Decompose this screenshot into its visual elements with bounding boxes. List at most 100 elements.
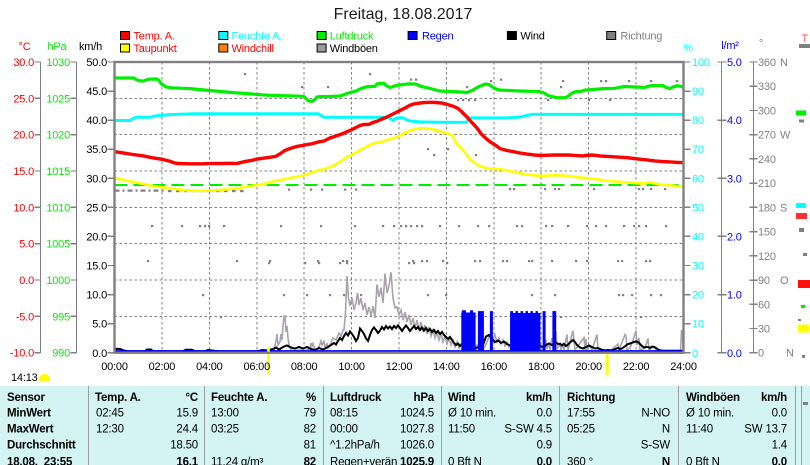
svg-text:W: W [780,130,791,142]
svg-text:1030: 1030 [46,57,70,69]
svg-text:15.0: 15.0 [13,166,34,178]
svg-text:17:55: 17:55 [567,408,595,420]
svg-text:18.08. 23:55: 18.08. 23:55 [7,457,73,465]
svg-text:995: 995 [52,311,70,323]
svg-text:70: 70 [692,144,704,156]
svg-text:1.0: 1.0 [727,290,742,302]
svg-text:%: % [306,392,316,404]
svg-text:40.0: 40.0 [86,115,107,127]
svg-text:S-SW: S-SW [641,440,671,452]
svg-text:15.0: 15.0 [86,261,107,273]
svg-text:°C: °C [185,392,198,404]
svg-text:0.0: 0.0 [537,457,552,465]
svg-text:330: 330 [758,81,776,93]
svg-text:10:00: 10:00 [338,361,365,373]
svg-text:210: 210 [758,178,776,190]
svg-text:22:00: 22:00 [623,361,650,373]
svg-text:60: 60 [758,299,770,311]
svg-text:1026.0: 1026.0 [400,440,434,452]
svg-text:MaxWert: MaxWert [7,424,54,436]
svg-text:hPa: hPa [414,392,435,404]
svg-text:Windböen: Windböen [330,43,378,55]
svg-text:km/h: km/h [79,41,102,53]
svg-text:Freitag, 18.08.2017: Freitag, 18.08.2017 [334,6,473,23]
svg-text:1000: 1000 [46,275,70,287]
svg-text:Durchschnitt: Durchschnitt [7,440,76,452]
svg-text:Taupunkt: Taupunkt [134,43,177,55]
svg-text:5.0: 5.0 [727,57,742,69]
svg-text:240: 240 [758,154,776,166]
svg-text:S: S [780,202,787,214]
svg-text:30: 30 [758,324,770,336]
svg-text:05:25: 05:25 [567,424,595,436]
svg-text:02:45: 02:45 [96,408,124,420]
svg-text:T: T [802,33,809,45]
svg-text:81: 81 [304,440,316,452]
svg-text:0: 0 [758,348,764,360]
svg-text:50: 50 [692,202,704,214]
svg-text:^1.2hPa/h: ^1.2hPa/h [330,440,380,452]
svg-text:12:30: 12:30 [96,424,124,436]
svg-text:Sensor: Sensor [7,392,46,404]
svg-text:11.24 g/m³: 11.24 g/m³ [211,457,263,465]
svg-text:Windchill: Windchill [232,43,274,55]
svg-text:02:00: 02:00 [149,361,176,373]
svg-text:360 °: 360 ° [567,457,593,465]
svg-text:Windböen: Windböen [686,392,740,404]
svg-text:1025.9: 1025.9 [400,457,434,465]
svg-text:-10.0: -10.0 [10,348,34,360]
svg-text:40: 40 [692,231,704,243]
svg-text:3.0: 3.0 [727,173,742,185]
svg-text:90: 90 [758,275,770,287]
svg-text:Regen: Regen [422,31,453,43]
svg-text:30.0: 30.0 [13,57,34,69]
svg-text:Richtung: Richtung [567,392,615,404]
svg-text:82: 82 [304,457,316,465]
svg-text:04:00: 04:00 [196,361,223,373]
svg-text:5.0: 5.0 [92,319,107,331]
svg-text:10.0: 10.0 [13,202,34,214]
svg-text:Wind: Wind [520,31,544,43]
svg-text:18:00: 18:00 [528,361,555,373]
svg-text:0: 0 [692,348,698,360]
svg-text:35.0: 35.0 [86,144,107,156]
svg-text:0.0: 0.0 [19,275,34,287]
svg-text:45.0: 45.0 [86,86,107,98]
svg-text:0.0: 0.0 [772,408,787,420]
svg-text:%: % [683,43,693,55]
svg-text:10.0: 10.0 [86,290,107,302]
svg-text:-5.0: -5.0 [16,311,34,323]
svg-text:MinWert: MinWert [7,408,51,420]
svg-text:1020: 1020 [46,130,70,142]
svg-text:0.0: 0.0 [537,408,552,420]
svg-text:79: 79 [304,408,316,420]
svg-text:°: ° [759,38,763,50]
svg-text:Feuchte A.: Feuchte A. [232,31,283,43]
svg-text:1025: 1025 [46,93,70,105]
svg-text:0.0: 0.0 [772,457,787,465]
svg-text:13:00: 13:00 [211,408,239,420]
svg-text:0.0: 0.0 [727,348,742,360]
svg-text:25.0: 25.0 [86,202,107,214]
svg-text:Feuchte A.: Feuchte A. [211,392,267,404]
svg-text:20.0: 20.0 [86,231,107,243]
svg-text:360: 360 [758,57,776,69]
svg-text:4.0: 4.0 [727,115,742,127]
svg-text:0 Bft N: 0 Bft N [448,457,482,465]
svg-text:S-SW 4.5: S-SW 4.5 [504,424,552,436]
svg-text:16:00: 16:00 [481,361,508,373]
svg-text:20:00: 20:00 [575,361,602,373]
svg-text:hPa: hPa [48,41,68,53]
svg-text:5.0: 5.0 [19,239,34,251]
svg-text:km/h: km/h [526,392,552,404]
svg-text:11:40: 11:40 [686,424,713,436]
svg-text:0 Bft N: 0 Bft N [686,457,720,465]
svg-text:90: 90 [692,86,704,98]
svg-text:14:00: 14:00 [433,361,460,373]
svg-text:03:25: 03:25 [211,424,239,436]
svg-text:Temp. A.: Temp. A. [95,392,141,404]
svg-text:16.1: 16.1 [176,457,198,465]
svg-text:00:00: 00:00 [101,361,128,373]
svg-text:10: 10 [692,319,704,331]
svg-text:N: N [786,348,794,360]
